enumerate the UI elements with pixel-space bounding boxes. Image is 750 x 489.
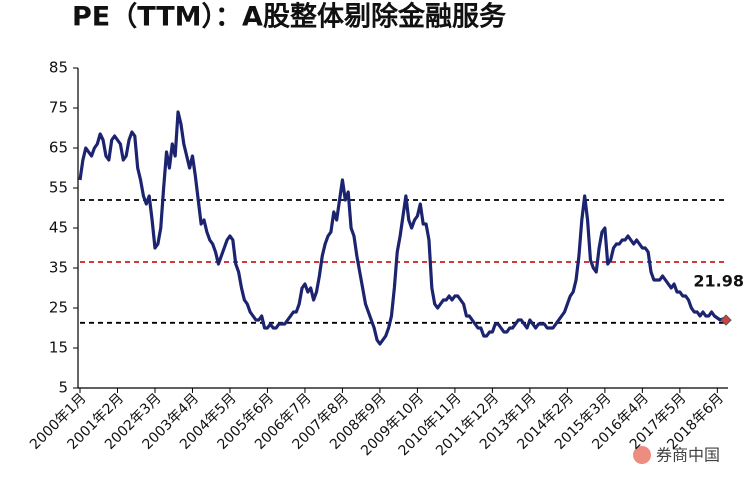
- data-label: 21.98: [693, 272, 744, 291]
- y-tick-label: 85: [49, 59, 68, 77]
- last-point: [720, 314, 732, 326]
- y-tick-label: 15: [49, 339, 68, 357]
- watermark-icon: [633, 446, 651, 464]
- y-tick-label: 25: [49, 299, 68, 317]
- series-line: [78, 110, 727, 346]
- watermark: 券商中国: [656, 446, 720, 465]
- y-tick-label: 65: [49, 139, 68, 157]
- y-tick-label: 45: [49, 219, 68, 237]
- y-tick-label: 5: [58, 379, 68, 397]
- y-tick-label: 35: [49, 259, 68, 277]
- y-tick-label: 75: [49, 99, 68, 117]
- y-tick-label: 55: [49, 179, 68, 197]
- chart-title: PE（TTM）：A股整体剔除金融服务: [72, 1, 506, 33]
